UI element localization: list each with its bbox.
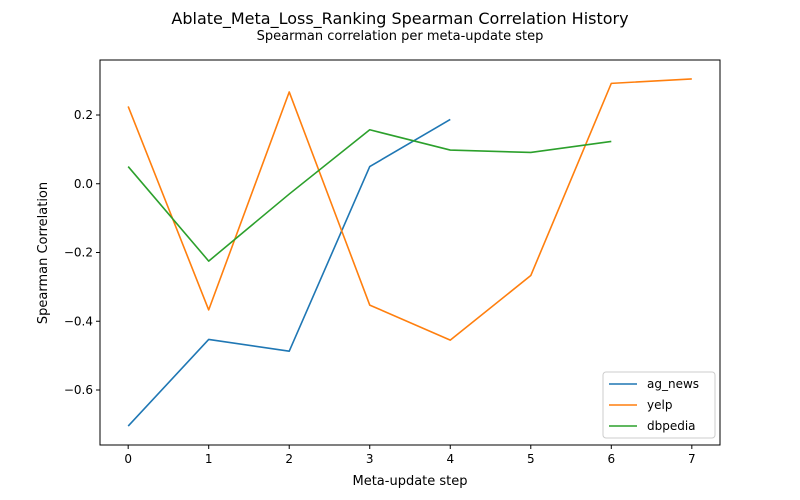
series-line-ag_news bbox=[127, 118, 451, 427]
y-tick-label: 0.2 bbox=[74, 108, 93, 122]
series-line-yelp bbox=[127, 78, 692, 341]
x-axis-label: Meta-update step bbox=[352, 474, 467, 489]
y-tick-label: −0.6 bbox=[64, 383, 93, 397]
legend-label-dbpedia: dbpedia bbox=[647, 419, 696, 433]
y-tick-label: −0.4 bbox=[64, 314, 93, 328]
y-tick-label: 0.0 bbox=[74, 177, 93, 191]
x-tick-label: 0 bbox=[124, 452, 132, 466]
x-tick-label: 5 bbox=[527, 452, 535, 466]
y-axis: −0.6 −0.4 −0.2 0.0 0.2 bbox=[64, 108, 100, 397]
series-layer bbox=[127, 78, 692, 427]
legend-box bbox=[602, 371, 716, 439]
x-tick-label: 6 bbox=[607, 452, 615, 466]
chart-title: Ablate_Meta_Loss_Ranking Spearman Correl… bbox=[171, 9, 628, 29]
y-tick-label: −0.2 bbox=[64, 246, 93, 260]
legend-label-ag_news: ag_news bbox=[647, 377, 699, 391]
x-tick-label: 4 bbox=[446, 452, 454, 466]
series-line-dbpedia bbox=[127, 128, 612, 262]
legend-label-yelp: yelp bbox=[647, 398, 672, 412]
y-axis-label: Spearman Correlation bbox=[36, 182, 51, 324]
chart-subtitle: Spearman correlation per meta-update ste… bbox=[257, 29, 544, 44]
x-tick-label: 7 bbox=[688, 452, 696, 466]
x-tick-label: 2 bbox=[285, 452, 293, 466]
x-tick-label: 1 bbox=[205, 452, 213, 466]
x-tick-label: 3 bbox=[366, 452, 374, 466]
x-axis: 0 1 2 3 4 5 6 7 bbox=[124, 445, 696, 466]
